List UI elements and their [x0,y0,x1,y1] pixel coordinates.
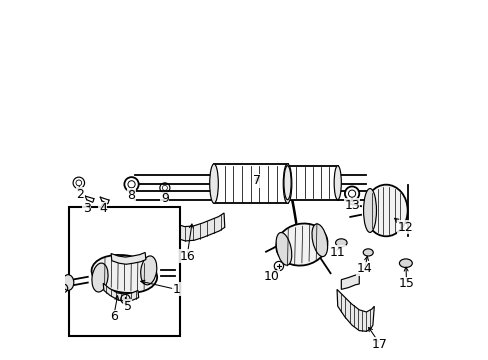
Ellipse shape [91,255,157,293]
Ellipse shape [363,249,372,256]
Circle shape [344,186,359,201]
Text: 9: 9 [161,192,168,205]
Bar [69,207,180,336]
Text: 10: 10 [263,270,279,283]
Ellipse shape [399,259,411,267]
Text: 17: 17 [371,338,387,351]
Ellipse shape [363,189,376,233]
Ellipse shape [141,256,157,285]
Text: 4: 4 [99,202,106,215]
Polygon shape [159,213,224,241]
Ellipse shape [284,166,290,200]
Text: 5: 5 [123,300,132,313]
Polygon shape [103,283,139,301]
Bar [287,166,337,200]
Text: 12: 12 [397,221,413,234]
Text: 3: 3 [82,202,90,215]
Ellipse shape [62,275,74,291]
Ellipse shape [311,224,327,257]
Text: 13: 13 [344,199,359,212]
Bar [214,164,287,203]
Ellipse shape [276,233,291,265]
Ellipse shape [364,185,407,236]
Text: 14: 14 [356,262,372,275]
Text: 1: 1 [172,283,180,296]
Text: 16: 16 [179,249,195,262]
Text: 7: 7 [252,174,261,187]
Circle shape [124,177,139,192]
Text: 8: 8 [127,189,135,202]
Ellipse shape [92,263,108,292]
Circle shape [274,261,283,271]
Ellipse shape [333,166,341,200]
Text: 15: 15 [398,278,414,291]
Ellipse shape [276,224,327,266]
Text: 11: 11 [329,246,345,259]
Ellipse shape [335,239,346,247]
Ellipse shape [283,164,291,203]
Circle shape [73,177,84,189]
Polygon shape [341,274,359,289]
Polygon shape [336,289,373,331]
Text: 2: 2 [76,188,84,201]
Ellipse shape [209,164,218,203]
Polygon shape [111,252,145,264]
Text: 6: 6 [109,310,117,324]
